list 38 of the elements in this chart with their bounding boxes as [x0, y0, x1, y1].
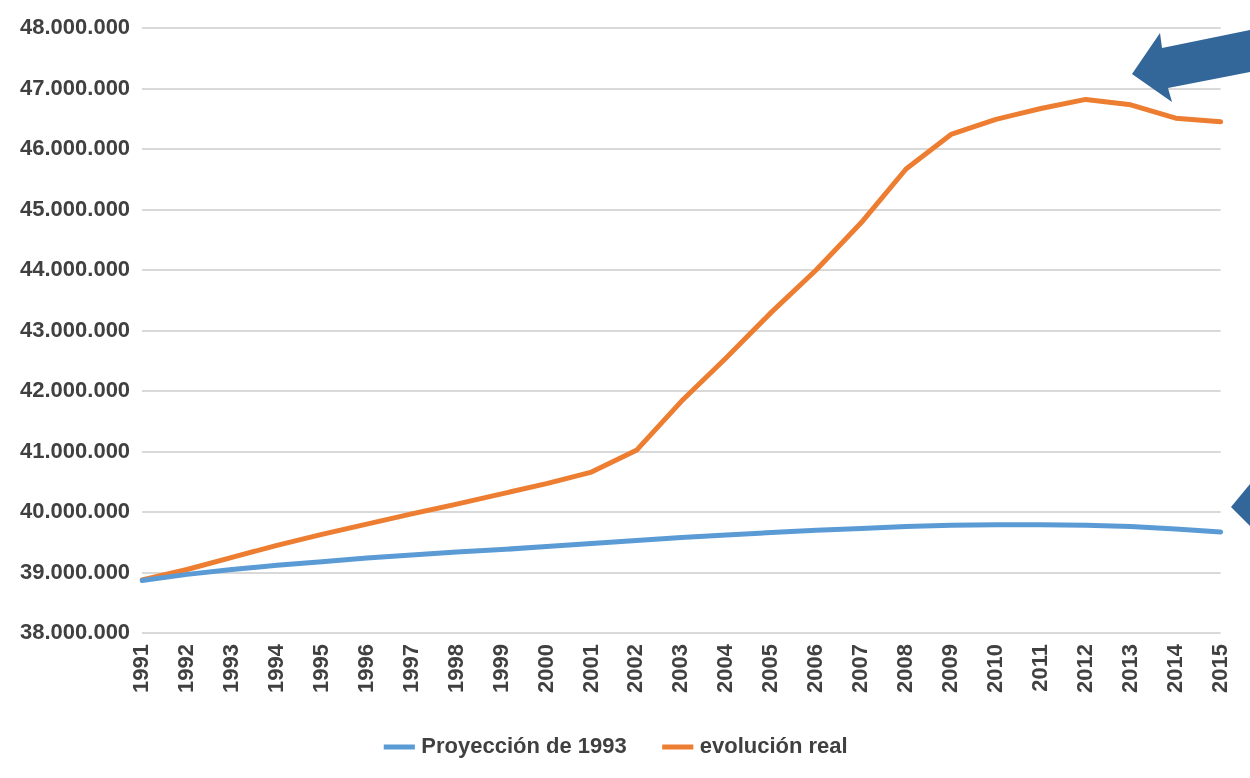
x-tick-label: 2003 — [667, 644, 693, 694]
x-tick-label: 2014 — [1161, 643, 1187, 694]
x-tick-label: 1998 — [442, 644, 468, 694]
legend-label: Proyección de 1993 — [421, 733, 627, 759]
x-tick-label: 2009 — [937, 644, 963, 694]
x-tick-label: 2015 — [1206, 644, 1232, 694]
x-tick-label: 2012 — [1071, 644, 1097, 694]
x-tick-label: 1995 — [307, 644, 333, 694]
x-tick-label: 1991 — [128, 644, 154, 694]
x-tick-label: 1999 — [487, 644, 513, 694]
y-tick-label: 42.000.000 — [20, 377, 131, 403]
y-tick-label: 38.000.000 — [20, 619, 131, 645]
x-tick-label: 1994 — [262, 643, 288, 694]
x-tick-label: 2011 — [1026, 644, 1052, 692]
x-tick-label: 1997 — [397, 644, 423, 694]
x-tick-label: 1996 — [352, 644, 378, 694]
x-tick-label: 2013 — [1116, 644, 1142, 694]
x-tick-label: 2007 — [847, 644, 873, 694]
x-tick-label: 1992 — [173, 644, 199, 694]
y-tick-label: 45.000.000 — [20, 195, 131, 221]
x-tick-label: 2002 — [622, 644, 648, 694]
y-tick-label: 40.000.000 — [20, 498, 131, 524]
legend-label: evolución real — [699, 733, 848, 759]
x-tick-label: 2000 — [532, 644, 558, 694]
y-tick-label: 46.000.000 — [20, 135, 131, 161]
x-tick-label: 2005 — [757, 644, 783, 694]
y-tick-label: 47.000.000 — [20, 74, 131, 100]
x-tick-label: 2001 — [577, 644, 603, 694]
x-tick-label: 2010 — [981, 644, 1007, 694]
x-tick-label: 2006 — [802, 644, 828, 694]
x-tick-label: 1993 — [218, 644, 244, 694]
y-tick-label: 43.000.000 — [20, 316, 131, 342]
y-tick-label: 39.000.000 — [20, 558, 131, 584]
y-tick-label: 44.000.000 — [20, 256, 131, 282]
x-tick-label: 2008 — [892, 644, 918, 694]
x-tick-label: 2004 — [712, 643, 738, 694]
y-tick-label: 41.000.000 — [20, 437, 131, 463]
y-tick-label: 48.000.000 — [20, 14, 131, 40]
